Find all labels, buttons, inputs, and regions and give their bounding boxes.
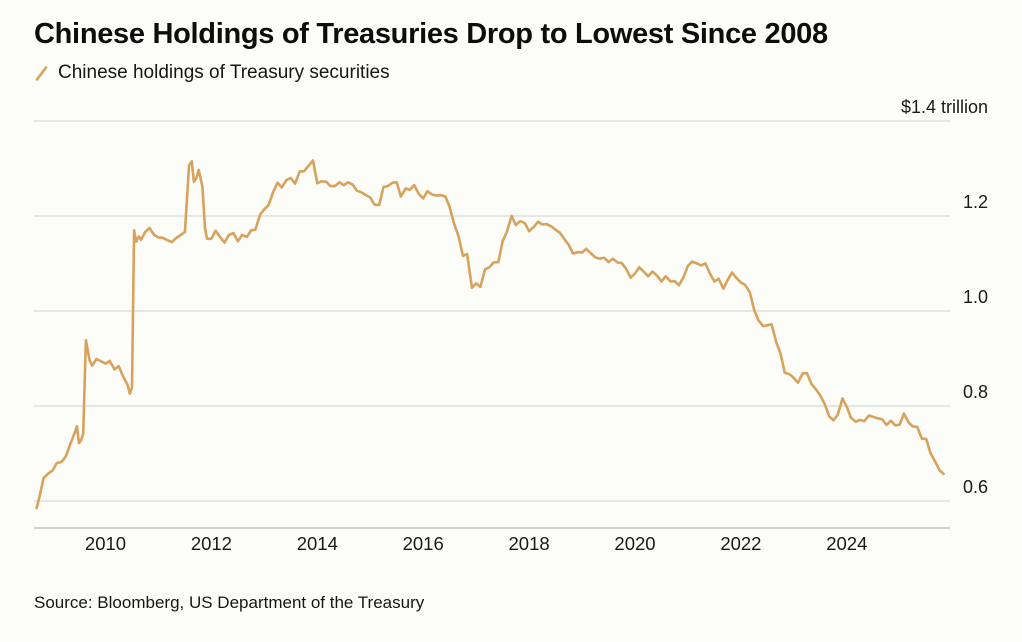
x-axis-label-2022: 2022 [720,533,761,554]
series-slash-icon [35,66,48,81]
x-axis-label-2014: 2014 [297,533,338,554]
legend-label: Chinese holdings of Treasury securities [58,62,390,84]
x-axis-label-2018: 2018 [509,533,550,554]
y-axis-label-1: 1.0 [963,287,988,307]
y-axis-label-0.8: 0.8 [963,382,988,402]
source-text: Source: Bloomberg, US Department of the … [34,593,425,613]
y-axis-label-1.2: 1.2 [963,192,988,212]
y-axis-label-0.6: 0.6 [963,477,988,497]
x-axis-label-2016: 2016 [403,533,444,554]
y-axis-label-1.4: $1.4 trillion [901,97,988,117]
treasury-holdings-line-chart: $1.4 trillion 1.2 1.0 0.8 0.6 2010 2012 2014 201… [34,97,988,554]
x-axis-label-2024: 2024 [826,533,867,554]
legend: Chinese holdings of Treasury securities [34,61,988,85]
chart-title: Chinese Holdings of Treasuries Drop to L… [34,18,828,50]
x-axis-label-2010: 2010 [85,533,126,554]
x-axis-label-2020: 2020 [614,533,655,554]
x-axis-label-2012: 2012 [191,533,232,554]
series-line [35,159,945,510]
